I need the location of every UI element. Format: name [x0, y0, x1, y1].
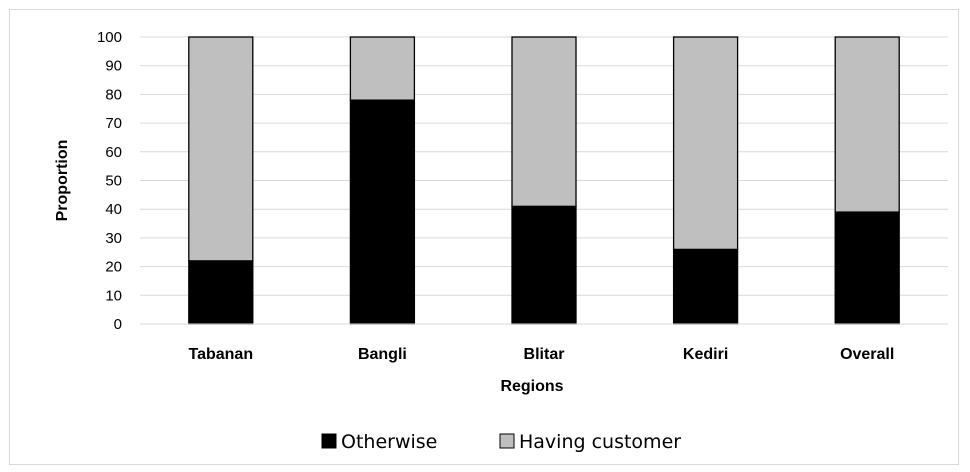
- bar-segment-having-customer: [349, 36, 416, 101]
- x-category-label: Blitar: [524, 346, 565, 363]
- y-tick-label: 80: [105, 86, 122, 103]
- y-axis-ticks: 0 10 20 30 40 50 60 70 80 90 100: [97, 29, 122, 333]
- bar-segment-otherwise: [188, 260, 254, 325]
- y-axis-title: Proportion: [54, 140, 71, 222]
- bar-segment-otherwise: [511, 205, 577, 325]
- y-tick-label: 10: [105, 287, 122, 304]
- y-tick-label: 50: [105, 173, 122, 190]
- x-axis-title: Regions: [500, 378, 563, 395]
- bar-segment-having-customer: [188, 36, 254, 262]
- bar-segment-otherwise: [672, 248, 739, 325]
- y-tick-label: 90: [105, 58, 122, 75]
- bar-segment-otherwise: [349, 99, 416, 325]
- bar-segment-having-customer: [834, 36, 900, 213]
- chart-frame: [9, 9, 959, 465]
- bar-segment-having-customer: [511, 36, 577, 207]
- bars: [188, 36, 900, 325]
- y-tick-label: 70: [105, 115, 122, 132]
- y-tick-label: 20: [105, 259, 122, 276]
- legend-label: Otherwise: [341, 431, 437, 453]
- y-tick-label: 40: [105, 201, 122, 218]
- legend-label: Having customer: [519, 431, 681, 453]
- y-tick-label: 100: [97, 29, 122, 46]
- y-tick-label: 30: [105, 230, 122, 247]
- x-category-label: Bangli: [358, 346, 407, 363]
- x-category-label: Kediri: [683, 346, 728, 363]
- x-category-label: Overall: [840, 346, 894, 363]
- bar-segment-having-customer: [672, 36, 739, 251]
- legend-swatch: [499, 433, 515, 449]
- x-category-label: Tabanan: [188, 346, 253, 363]
- y-tick-label: 0: [114, 316, 122, 333]
- legend: Otherwise Having customer: [321, 431, 681, 453]
- x-axis-categories: Tabanan Bangli Blitar Kediri Overall: [188, 346, 894, 363]
- y-tick-label: 60: [105, 144, 122, 161]
- bar-segment-otherwise: [834, 211, 900, 325]
- legend-swatch: [321, 433, 337, 449]
